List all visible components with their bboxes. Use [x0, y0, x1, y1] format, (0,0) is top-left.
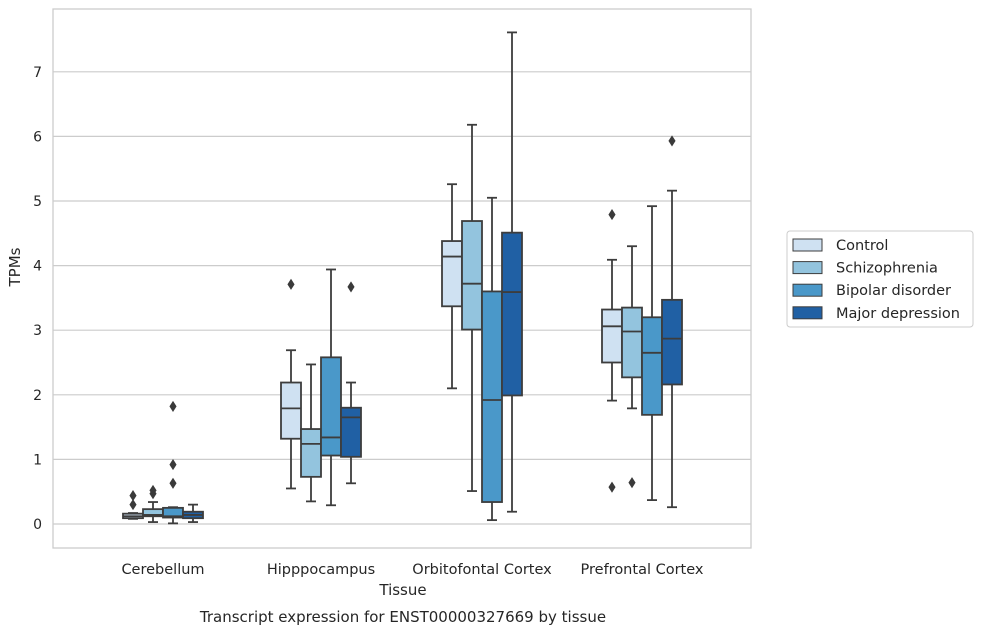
- outlier-point: [169, 400, 177, 412]
- box-body: [621, 306, 643, 379]
- y-tick-label: 4: [33, 259, 42, 275]
- y-tick-label: 2: [33, 388, 42, 404]
- legend-frame: [786, 230, 974, 328]
- legend-label: Schizophrenia: [836, 261, 938, 277]
- y-tick-label: 1: [33, 452, 42, 468]
- chart-caption: Transcript expression for ENST0000032766…: [199, 608, 606, 626]
- boxes: [122, 31, 683, 525]
- legend-swatch: [792, 261, 823, 275]
- outlier-point: [347, 281, 355, 293]
- y-tick-labels: 0 1 2 3 4 5 6 7: [33, 65, 42, 533]
- y-tick-label: 7: [33, 65, 42, 81]
- legend-swatch: [792, 238, 823, 252]
- box-body: [601, 308, 623, 364]
- box-2-0: [162, 400, 184, 525]
- box-3-3: [661, 135, 683, 509]
- outlier-point: [668, 135, 676, 147]
- legend-label: Major depression: [836, 306, 960, 322]
- x-tick-label: Prefrontal Cortex: [581, 562, 704, 578]
- outlier-point: [169, 477, 177, 489]
- box-2-1: [320, 268, 342, 507]
- box-1-0: [142, 484, 164, 523]
- box-3-0: [182, 503, 204, 523]
- box-0-3: [601, 209, 623, 493]
- legend-items: Control Schizophrenia Bipolar disorder Majo…: [792, 238, 960, 322]
- box-body: [280, 381, 302, 440]
- outlier-point: [169, 459, 177, 471]
- box-body: [340, 406, 362, 458]
- outlier-point: [608, 481, 616, 493]
- outlier-point: [287, 278, 295, 290]
- box-2-2: [481, 196, 503, 522]
- box-1-1: [300, 363, 322, 503]
- box-body: [641, 316, 663, 416]
- outlier-point: [628, 477, 636, 489]
- box-3-2: [501, 31, 523, 513]
- y-axis-label: TPMs: [6, 247, 24, 287]
- x-tick-label: Hipppocampus: [267, 562, 375, 578]
- legend-swatch: [792, 283, 823, 297]
- outlier-point: [129, 490, 137, 502]
- legend-swatch: [792, 306, 823, 320]
- box-body: [441, 240, 463, 308]
- box-0-2: [441, 183, 463, 390]
- box-body: [501, 231, 523, 397]
- y-tick-label: 5: [33, 194, 42, 210]
- box-3-1: [340, 281, 362, 485]
- box-body: [481, 290, 503, 503]
- x-axis-label: Tissue: [378, 581, 426, 599]
- box-body: [300, 428, 322, 478]
- legend-label: Bipolar disorder: [836, 283, 951, 299]
- x-tick-label: Orbitofontal Cortex: [412, 562, 552, 578]
- box-0-1: [280, 278, 302, 490]
- y-tick-label: 3: [33, 323, 42, 339]
- box-body: [661, 298, 683, 386]
- x-tick-labels: Cerebellum Hipppocampus Orbitofontal Corte…: [121, 562, 703, 578]
- outlier-point: [149, 484, 157, 496]
- x-tick-label: Cerebellum: [121, 562, 204, 578]
- legend: Control Schizophrenia Bipolar disorder Majo…: [786, 230, 974, 328]
- box-body: [320, 356, 342, 457]
- box-1-2: [461, 123, 483, 492]
- outlier-point: [608, 209, 616, 221]
- plot-frame: [52, 8, 752, 549]
- y-tick-label: 0: [33, 517, 42, 533]
- box-body: [461, 220, 483, 331]
- y-tick-label: 6: [33, 129, 42, 145]
- box-0-0: [122, 490, 144, 520]
- legend-label: Control: [836, 238, 888, 254]
- outlier-point: [129, 499, 137, 511]
